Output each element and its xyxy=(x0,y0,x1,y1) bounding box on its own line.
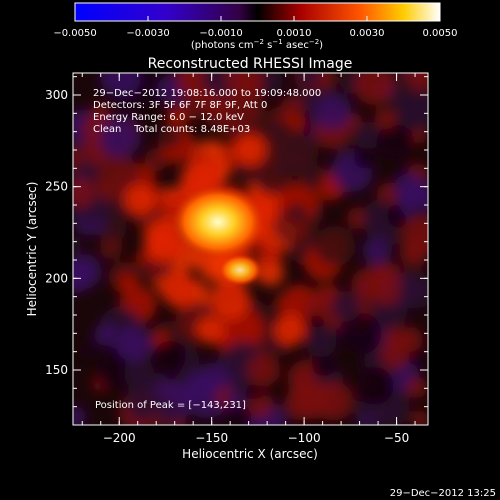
y-tick-label: 200 xyxy=(45,271,68,285)
colorbar-tick-label: −0.0010 xyxy=(199,28,242,39)
observation-info: 29−Dec−2012 19:08:16.000 to 19:09:48.000… xyxy=(93,88,321,411)
colorbar: −0.0050 −0.0030 −0.0010 0.0010 0.0030 0.0050 … xyxy=(53,2,458,51)
colorbar-ticks: −0.0050 −0.0030 −0.0010 0.0010 0.0030 0.0050 xyxy=(53,16,458,39)
plot-title: Reconstructed RHESSI Image xyxy=(148,56,353,72)
colorbar-unit-label: (photons cm−2 s−1 asec−2) xyxy=(191,38,323,51)
colorbar-tick-label: 0.0030 xyxy=(350,28,385,39)
info-time-range: 29−Dec−2012 19:08:16.000 to 19:09:48.000 xyxy=(93,88,321,99)
x-axis-label: Heliocentric X (arcsec) xyxy=(182,447,318,461)
footer-timestamp: 29−Dec−2012 13:25 xyxy=(390,488,496,499)
y-tick-label: 300 xyxy=(45,88,68,102)
info-energy-range: Energy Range: 6.0 − 12.0 keV xyxy=(93,112,244,123)
info-clean-counts: Clean Total counts: 8.48E+03 xyxy=(93,124,250,135)
colorbar-tick-label: 0.0010 xyxy=(277,28,312,39)
rhessi-image xyxy=(73,73,428,425)
x-tick-label: −100 xyxy=(288,431,321,445)
info-peak-position: Position of Peak = [−143,231] xyxy=(95,400,246,411)
plot-axes: −200 −150 −100 −50 300 250 200 150 xyxy=(45,73,428,445)
colorbar-gradient xyxy=(74,2,441,22)
plot-frame xyxy=(72,72,429,426)
colorbar-tick-label: 0.0050 xyxy=(423,28,458,39)
y-tick-label: 150 xyxy=(45,363,68,377)
x-tick-label: −200 xyxy=(103,431,136,445)
x-tick-label: −150 xyxy=(195,431,228,445)
info-detectors: Detectors: 3F 5F 6F 7F 8F 9F, Att 0 xyxy=(93,100,267,111)
x-tick-label: −50 xyxy=(384,431,409,445)
colorbar-tick-label: −0.0030 xyxy=(126,28,169,39)
colorbar-tick-label: −0.0050 xyxy=(53,28,96,39)
y-tick-label: 250 xyxy=(45,180,68,194)
y-axis-label: Heliocentric Y (arcsec) xyxy=(25,182,39,317)
